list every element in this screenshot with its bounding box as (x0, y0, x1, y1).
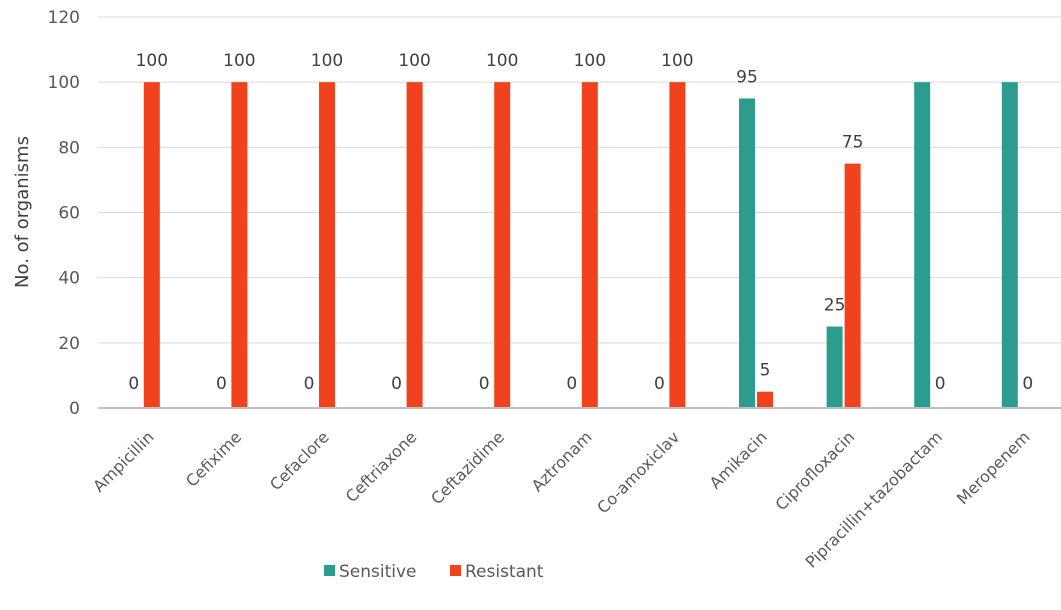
category-label: Cefixime (182, 427, 245, 490)
legend-swatch-sensitive (324, 565, 335, 576)
legend-label-sensitive: Sensitive (339, 562, 417, 582)
legend: Sensitive Resistant (324, 562, 544, 582)
category-label: Co-amoxiclav (593, 427, 683, 517)
y-tick-label: 80 (58, 138, 80, 158)
category-label: Amikacin (706, 427, 771, 492)
y-tick-label: 60 (58, 204, 80, 224)
y-tick-label: 40 (58, 269, 80, 289)
y-tick-label: 100 (48, 73, 80, 93)
data-label: 0 (391, 374, 402, 394)
data-label: 0 (1022, 374, 1033, 394)
data-label: 100 (223, 51, 255, 71)
legend-label-resistant: Resistant (465, 562, 544, 582)
category-label: Aztronam (528, 427, 596, 495)
bar-resistant (143, 82, 160, 409)
bar-resistant (581, 82, 598, 409)
category-label: Ciprofloxacin (772, 427, 859, 514)
bar-resistant (231, 82, 248, 409)
y-axis-label: No. of organisms (12, 136, 33, 288)
category-label: Ceftazidime (427, 427, 508, 508)
data-label: 0 (566, 374, 577, 394)
bar-sensitive (1001, 82, 1018, 409)
legend-swatch-resistant (450, 565, 461, 576)
data-label: 5 (760, 361, 771, 381)
category-label: Ampicillin (89, 427, 157, 495)
category-label: Cefaclore (266, 427, 333, 494)
data-label: 100 (574, 51, 606, 71)
data-label: 0 (479, 374, 490, 394)
x-axis-categories: Ampicillin Cefixime Cefaclore Ceftriaxone Ce… (89, 427, 1033, 571)
data-labels: 0 0 0 0 0 0 0 95 25 100 100 100 100 100 100 100 5 75 0 0 (128, 51, 1033, 394)
bars (143, 82, 1018, 409)
bar-resistant (669, 82, 686, 409)
bar-resistant (406, 82, 423, 409)
y-axis-ticks: 0 20 40 60 80 100 120 (48, 8, 80, 419)
category-label: Meropenem (953, 427, 1034, 508)
data-label: 100 (486, 51, 518, 71)
bar-sensitive (826, 326, 843, 408)
bar-sensitive (914, 82, 931, 409)
bar-resistant (757, 391, 773, 408)
bar-resistant (494, 82, 511, 409)
data-label: 95 (736, 67, 758, 87)
y-tick-label: 0 (69, 399, 80, 419)
data-label: 25 (824, 296, 846, 316)
data-label: 75 (842, 133, 864, 153)
data-label: 100 (398, 51, 430, 71)
data-label: 0 (216, 374, 227, 394)
data-label: 100 (661, 51, 693, 71)
data-label: 0 (304, 374, 315, 394)
bar-resistant (319, 82, 335, 409)
y-tick-label: 20 (58, 334, 80, 354)
data-label: 100 (136, 51, 168, 71)
data-label: 0 (654, 374, 665, 394)
y-tick-label: 120 (48, 8, 80, 28)
bar-sensitive (739, 98, 755, 408)
category-label: Ceftriaxone (342, 427, 421, 506)
gridlines (98, 16, 1061, 344)
data-label: 0 (935, 374, 946, 394)
bar-resistant (844, 163, 861, 408)
data-label: 0 (128, 374, 139, 394)
data-label: 100 (311, 51, 343, 71)
